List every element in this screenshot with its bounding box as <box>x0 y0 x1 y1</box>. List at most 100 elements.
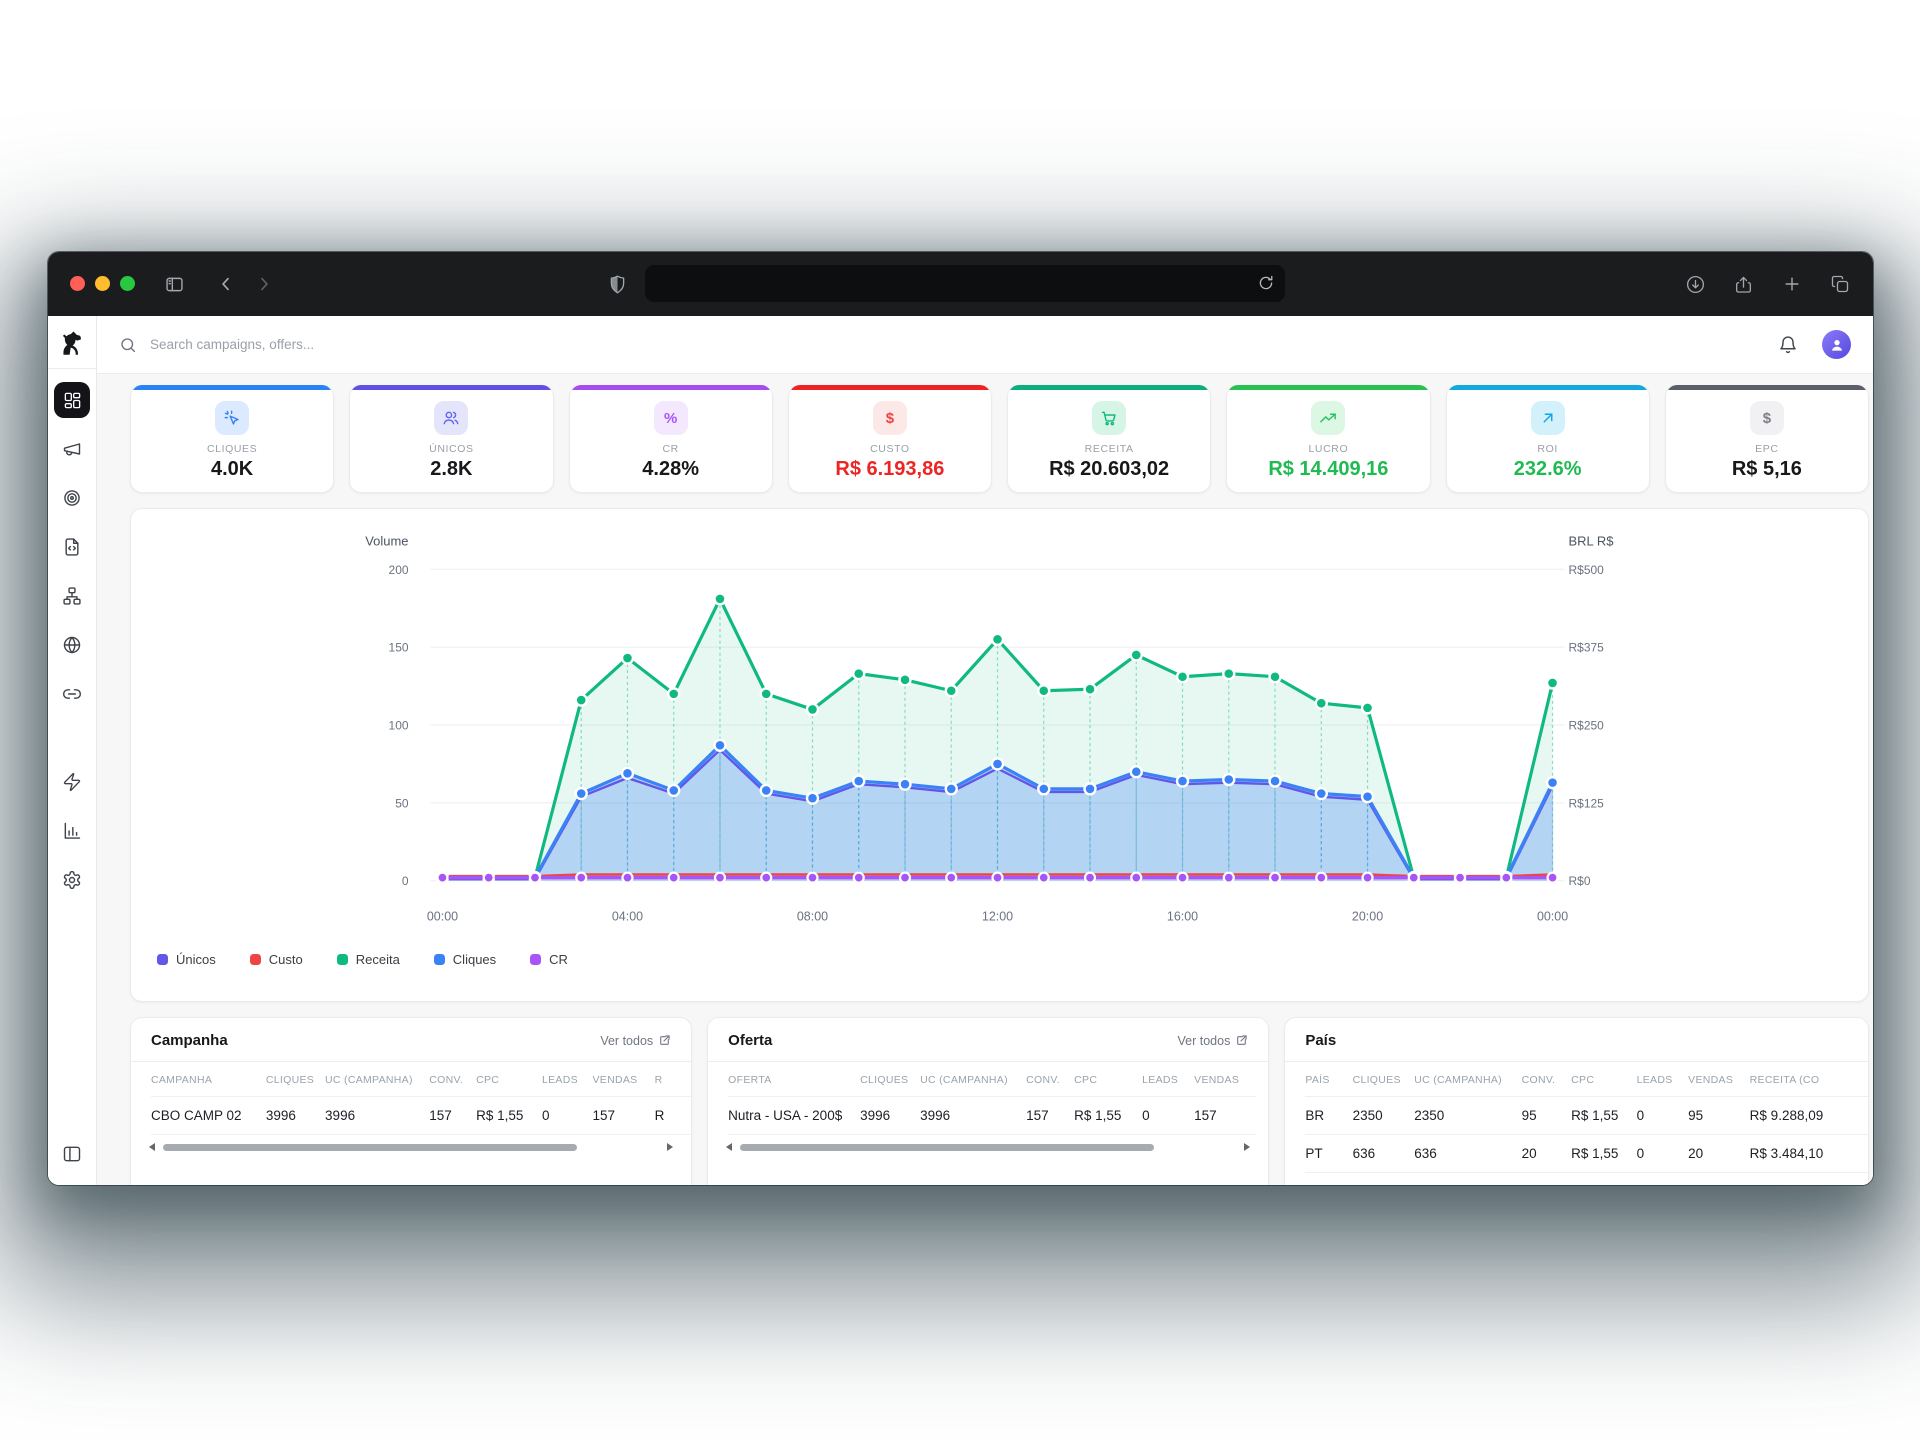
close-window-button[interactable] <box>70 276 85 291</box>
traffic-chart-card: Volume 200 150 100 50 0 BRL R$ R$500 R$375 R$250 R… <box>130 508 1869 1002</box>
svg-text:R$250: R$250 <box>1569 718 1605 732</box>
legend-item-cr[interactable]: CR <box>530 952 568 967</box>
kpi-card-cr: % CR 4.28% <box>568 385 773 493</box>
table-cell: 20 <box>1688 1134 1750 1173</box>
column-header: CLIQUES <box>265 1062 326 1097</box>
reload-icon[interactable] <box>1257 274 1276 293</box>
dollar-icon: $ <box>872 401 907 435</box>
table-cell: 20 <box>1521 1134 1572 1173</box>
table-title: País <box>1305 1032 1337 1049</box>
table-card-pais: País PAÍS CLIQUES UC (CAMPANHA) CONV. CPC LEAD… <box>1284 1017 1869 1185</box>
ver-todos-link[interactable]: Ver todos <box>600 1034 671 1048</box>
sidebar-item-sitemap[interactable] <box>54 578 90 614</box>
sidebar-item-megaphone[interactable] <box>54 431 90 467</box>
kpi-value: R$ 14.409,16 <box>1268 458 1389 480</box>
svg-text:00:00: 00:00 <box>427 910 458 924</box>
data-table: CAMPANHA CLIQUES UC (CAMPANHA) CONV. CPC LEAD… <box>151 1062 692 1135</box>
scrollbar-thumb[interactable] <box>740 1144 1155 1151</box>
sidebar-collapse-icon[interactable] <box>62 1144 82 1169</box>
table-row: BR 2350 2350 95 R$ 1,55 0 95 R$ 9.288,09 <box>1305 1096 1868 1135</box>
external-link-icon <box>1235 1034 1248 1047</box>
svg-text:50: 50 <box>395 796 409 810</box>
forward-icon[interactable] <box>253 273 275 295</box>
legend-swatch <box>249 954 261 965</box>
table-cell: 157 <box>592 1096 655 1135</box>
column-header: CLIQUES <box>1352 1062 1415 1097</box>
zoom-window-button[interactable] <box>120 276 135 291</box>
column-header: VENDAS <box>1688 1062 1750 1097</box>
sidebar-item-file-code[interactable] <box>54 529 90 565</box>
column-header: LEADS <box>1636 1062 1689 1097</box>
scroll-left-arrow[interactable] <box>149 1143 155 1151</box>
scroll-right-arrow[interactable] <box>667 1143 674 1151</box>
kpi-value: R$ 5,16 <box>1731 458 1802 480</box>
column-header: CONV. <box>1026 1062 1075 1097</box>
kpi-card-cliques: CLIQUES 4.0K <box>130 385 335 493</box>
legend-item-cliques[interactable]: Cliques <box>433 952 496 967</box>
scroll-left-arrow[interactable] <box>726 1143 733 1151</box>
back-icon[interactable] <box>215 273 237 295</box>
scrollbar-thumb[interactable] <box>163 1144 578 1151</box>
column-header: OFERTA <box>728 1062 861 1097</box>
table-cell: 157 <box>1026 1096 1075 1135</box>
kpi-value: R$ 6.193,86 <box>835 458 945 480</box>
search-input[interactable] <box>150 337 570 352</box>
svg-text:08:00: 08:00 <box>797 910 828 924</box>
traffic-chart: Volume 200 150 100 50 0 BRL R$ R$500 R$375 R$250 R… <box>131 519 1868 944</box>
legend-label: CR <box>549 952 568 967</box>
kpi-label: RECEITA <box>1084 443 1134 455</box>
sidebar-item-zap[interactable] <box>54 764 90 800</box>
kpi-accent-bar <box>788 385 991 390</box>
legend-swatch <box>157 954 168 965</box>
sidebar-item-gear[interactable] <box>54 862 90 898</box>
legend-swatch <box>336 954 348 965</box>
browser-sidebar-toggle-icon[interactable] <box>163 273 185 295</box>
kpi-value: 4.28% <box>642 458 699 480</box>
table-cell: 95 <box>1521 1096 1572 1135</box>
sidebar-item-link[interactable] <box>54 676 90 712</box>
url-bar[interactable] <box>645 265 1285 302</box>
downloads-icon[interactable] <box>1684 273 1706 295</box>
external-link-icon <box>658 1034 671 1047</box>
sidebar-item-target[interactable] <box>54 480 90 516</box>
horizontal-scrollbar[interactable] <box>726 1140 1251 1156</box>
column-header: UC (CAMPANHA) <box>1414 1062 1522 1097</box>
kpi-value: 232.6% <box>1513 458 1582 480</box>
kpi-label: CLIQUES <box>206 443 258 455</box>
column-header: LEADS <box>541 1062 593 1097</box>
horizontal-scrollbar[interactable] <box>149 1140 674 1156</box>
table-cell: PT <box>1305 1134 1353 1173</box>
ver-todos-label: Ver todos <box>600 1033 654 1048</box>
table-cell: 636 <box>1352 1134 1415 1173</box>
table-cell: 2350 <box>1414 1096 1522 1135</box>
arrow-up-right-icon <box>1530 401 1565 435</box>
kpi-label: LUCRO <box>1308 443 1349 455</box>
table-cell: 0 <box>541 1096 593 1135</box>
legend-item-únicos[interactable]: Únicos <box>157 952 216 967</box>
kpi-label: ÚNICOS <box>429 443 474 455</box>
ver-todos-link[interactable]: Ver todos <box>1178 1034 1249 1048</box>
trending-up-icon <box>1311 401 1346 435</box>
kpi-accent-bar <box>131 385 334 390</box>
legend-label: Únicos <box>176 952 216 967</box>
minimize-window-button[interactable] <box>95 276 110 291</box>
notifications-bell-icon[interactable] <box>1778 335 1798 355</box>
share-icon[interactable] <box>1732 273 1754 295</box>
legend-item-custo[interactable]: Custo <box>249 952 303 967</box>
sidebar-item-layout-dashboard[interactable] <box>54 382 90 418</box>
sidebar-item-bar-chart[interactable] <box>54 813 90 849</box>
privacy-shield-icon[interactable] <box>606 273 628 295</box>
data-table: PAÍS CLIQUES UC (CAMPANHA) CONV. CPC LEADS VEN… <box>1305 1062 1868 1173</box>
new-tab-icon[interactable] <box>1781 273 1803 295</box>
table-card-campanha: Campanha Ver todos CAMPANHA CLIQUES UC (CAMP… <box>130 1017 693 1185</box>
tab-overview-icon[interactable] <box>1829 273 1851 295</box>
avatar[interactable] <box>1822 330 1851 359</box>
table-row: Nutra - USA - 200$ 3996 3996 157 R$ 1,55 0 157 <box>728 1096 1257 1135</box>
scroll-right-arrow[interactable] <box>1244 1143 1251 1151</box>
svg-text:R$125: R$125 <box>1569 796 1605 810</box>
legend-item-receita[interactable]: Receita <box>336 952 400 967</box>
sidebar-item-globe[interactable] <box>54 627 90 663</box>
kpi-value: 4.0K <box>211 458 254 480</box>
chart-svg: Volume 200 150 100 50 0 BRL R$ R$500 R$375 R$250 R… <box>365 533 1613 924</box>
sidebar-divider <box>48 368 97 369</box>
